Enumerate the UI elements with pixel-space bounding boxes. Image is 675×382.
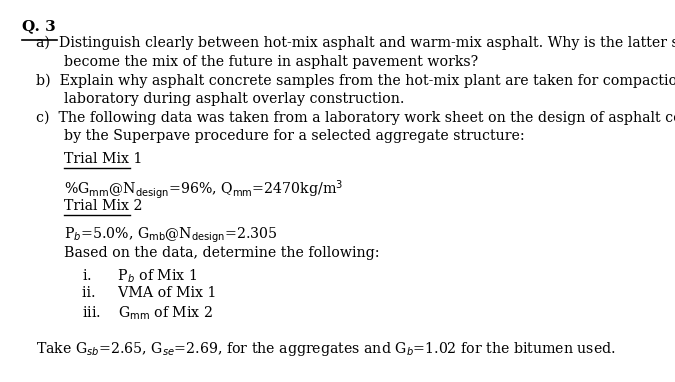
Text: Take G$_{sb}$=2.65, G$_{se}$=2.69, for the aggregates and G$_b$=1.02 for the bit: Take G$_{sb}$=2.65, G$_{se}$=2.69, for t… [36,340,616,358]
Text: Trial Mix 1: Trial Mix 1 [63,152,142,166]
Text: Q. 3: Q. 3 [22,19,56,33]
Text: c)  The following data was taken from a laboratory work sheet on the design of a: c) The following data was taken from a l… [36,111,675,125]
Text: by the Superpave procedure for a selected aggregate structure:: by the Superpave procedure for a selecte… [63,129,524,143]
Text: laboratory during asphalt overlay construction.: laboratory during asphalt overlay constr… [63,92,404,106]
Text: %G$_{\rm mm}$@N$_{\rm design}$=96%, Q$_{\rm mm}$=2470kg/m$^3$: %G$_{\rm mm}$@N$_{\rm design}$=96%, Q$_{… [63,178,343,201]
Text: Trial Mix 2: Trial Mix 2 [63,199,142,213]
Text: ii.     VMA of Mix 1: ii. VMA of Mix 1 [82,286,216,300]
Text: P$_b$=5.0%, G$_{\rm mb}$@N$_{\rm design}$=2.305: P$_b$=5.0%, G$_{\rm mb}$@N$_{\rm design}… [63,225,277,245]
Text: become the mix of the future in asphalt pavement works?: become the mix of the future in asphalt … [63,55,478,69]
Text: b)  Explain why asphalt concrete samples from the hot-mix plant are taken for co: b) Explain why asphalt concrete samples … [36,73,675,88]
Text: i.      P$_b$ of Mix 1: i. P$_b$ of Mix 1 [82,268,197,285]
Text: a)  Distinguish clearly between hot-mix asphalt and warm-mix asphalt. Why is the: a) Distinguish clearly between hot-mix a… [36,36,675,50]
Text: iii.    G$_{\rm mm}$ of Mix 2: iii. G$_{\rm mm}$ of Mix 2 [82,305,213,322]
Text: Based on the data, determine the following:: Based on the data, determine the followi… [63,246,379,260]
